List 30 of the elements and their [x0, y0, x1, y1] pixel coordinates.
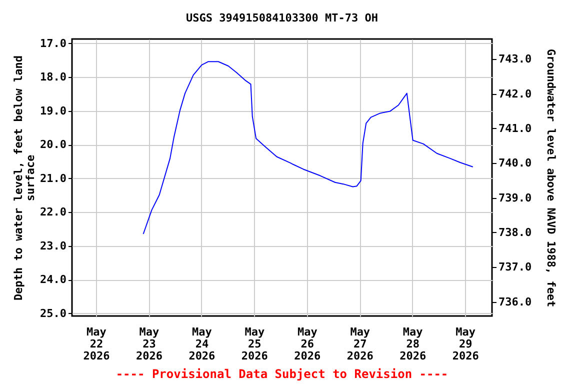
y-tick-label: 22.0: [40, 206, 66, 219]
y2-tick-label: 738.0: [498, 226, 532, 239]
x-tick-label: May 27 2026: [346, 326, 374, 362]
y-tick-label: 25.0: [40, 306, 66, 320]
y-tick-label: 18.0: [40, 70, 66, 84]
y-tick-label: 21.0: [40, 172, 66, 185]
y-tick-label: 20.0: [40, 138, 66, 152]
y2-tick-label: 742.0: [498, 87, 532, 100]
y2-tick-label: 739.0: [498, 191, 532, 204]
y2-tick-label: 737.0: [498, 260, 532, 274]
y-axis-title: Depth to water level, feet below land surface: [12, 55, 38, 301]
x-tick-label: May 28 2026: [400, 326, 426, 362]
y2-tick-label: 740.0: [498, 156, 532, 170]
chart-title: USGS 394915084103300 MT-73 OH: [186, 11, 378, 24]
y-tick-label: 24.0: [40, 273, 66, 286]
y2-tick-label: 736.0: [498, 295, 532, 308]
y-tick-label: 17.0: [40, 36, 66, 50]
y-tick-label: 19.0: [40, 104, 66, 118]
y2-tick-label: 741.0: [498, 122, 532, 135]
line-series: [142, 61, 474, 235]
y2-axis-title: Groundwater level above NAVD 1988, feet: [544, 48, 558, 308]
x-tick-label: May 24 2026: [188, 326, 216, 362]
y2-tick-label: 743.0: [498, 52, 532, 66]
text: ---- Provisional Data Subject to Revision ----: [114, 367, 450, 381]
x-tick-label: May 22 2026: [83, 326, 110, 362]
x-tick-label: May 23 2026: [136, 326, 163, 362]
x-tick-label: May 26 2026: [294, 326, 322, 362]
y-tick-label: 23.0: [40, 239, 66, 252]
x-tick-label: May 25 2026: [241, 326, 268, 362]
x-tick-label: May 29 2026: [452, 326, 480, 362]
